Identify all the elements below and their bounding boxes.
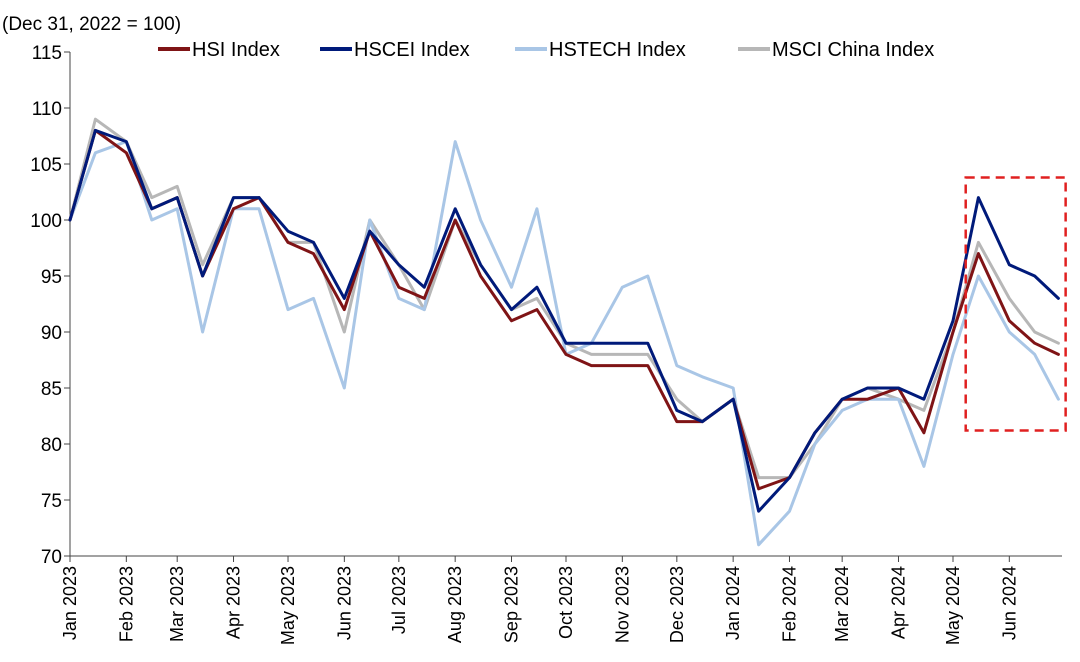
x-axis: Jan 2023 Feb 2023 Mar 2023 Apr 2023 May 2023… <box>60 555 1062 645</box>
x-tick-label: Mar 2023 <box>167 566 187 642</box>
x-tick-label: Jan 2023 <box>60 566 80 640</box>
y-tick-label: 110 <box>32 99 62 120</box>
legend: HSI Index HSCEI Index HSTECH Index MSCI Chi… <box>158 39 934 61</box>
highlight-box <box>964 176 1067 432</box>
x-tick-label: Dec 2023 <box>667 566 687 643</box>
highlight-rect <box>964 176 1067 432</box>
x-tick-label: Jun 2023 <box>334 566 354 640</box>
series-line-hsi-index <box>68 128 1060 491</box>
x-tick-label: Jun 2024 <box>999 566 1019 640</box>
x-tick-label: Jan 2024 <box>723 566 743 640</box>
x-tick-label: Apr 2023 <box>224 566 244 639</box>
legend-label-msci-china-index: MSCI China Index <box>772 39 934 61</box>
y-tick-label: 115 <box>32 43 62 64</box>
y-tick-label: 85 <box>41 379 62 400</box>
legend-label-hstech-index: HSTECH Index <box>549 39 686 61</box>
y-tick-label: 90 <box>41 323 62 344</box>
y-axis-note: (Dec 31, 2022 = 100) <box>2 14 181 35</box>
x-tick-label: May 2023 <box>278 566 298 645</box>
x-tick-label: Nov 2023 <box>612 566 632 643</box>
x-tick-label: Aug 2023 <box>445 566 465 643</box>
x-tick-label: Oct 2023 <box>556 566 576 639</box>
y-tick-label: 105 <box>30 155 62 176</box>
y-axis: 70 75 80 85 90 95 100 105 110 115 <box>30 43 71 568</box>
x-tick-label: Feb 2024 <box>779 566 799 642</box>
legend-label-hsi-index: HSI Index <box>192 39 280 61</box>
x-tick-label: Jul 2023 <box>389 566 409 634</box>
x-tick-label: Apr 2024 <box>888 566 908 639</box>
y-tick-label: 80 <box>41 435 62 456</box>
series-line-hscei-index <box>68 128 1060 513</box>
y-tick-label: 70 <box>41 547 62 568</box>
y-tick-label: 100 <box>30 211 62 232</box>
plot-area <box>68 117 1060 547</box>
x-tick-label: Sep 2023 <box>501 566 521 643</box>
x-tick-label: Mar 2024 <box>832 566 852 642</box>
series-line-msci-china-index <box>68 117 1060 480</box>
y-tick-label: 75 <box>41 491 62 512</box>
series-line-hstech-index <box>68 140 1060 547</box>
x-tick-label: May 2024 <box>943 566 963 645</box>
y-tick-label: 95 <box>41 267 62 288</box>
legend-label-hscei-index: HSCEI Index <box>354 39 470 61</box>
x-tick-label: Feb 2023 <box>116 566 136 642</box>
